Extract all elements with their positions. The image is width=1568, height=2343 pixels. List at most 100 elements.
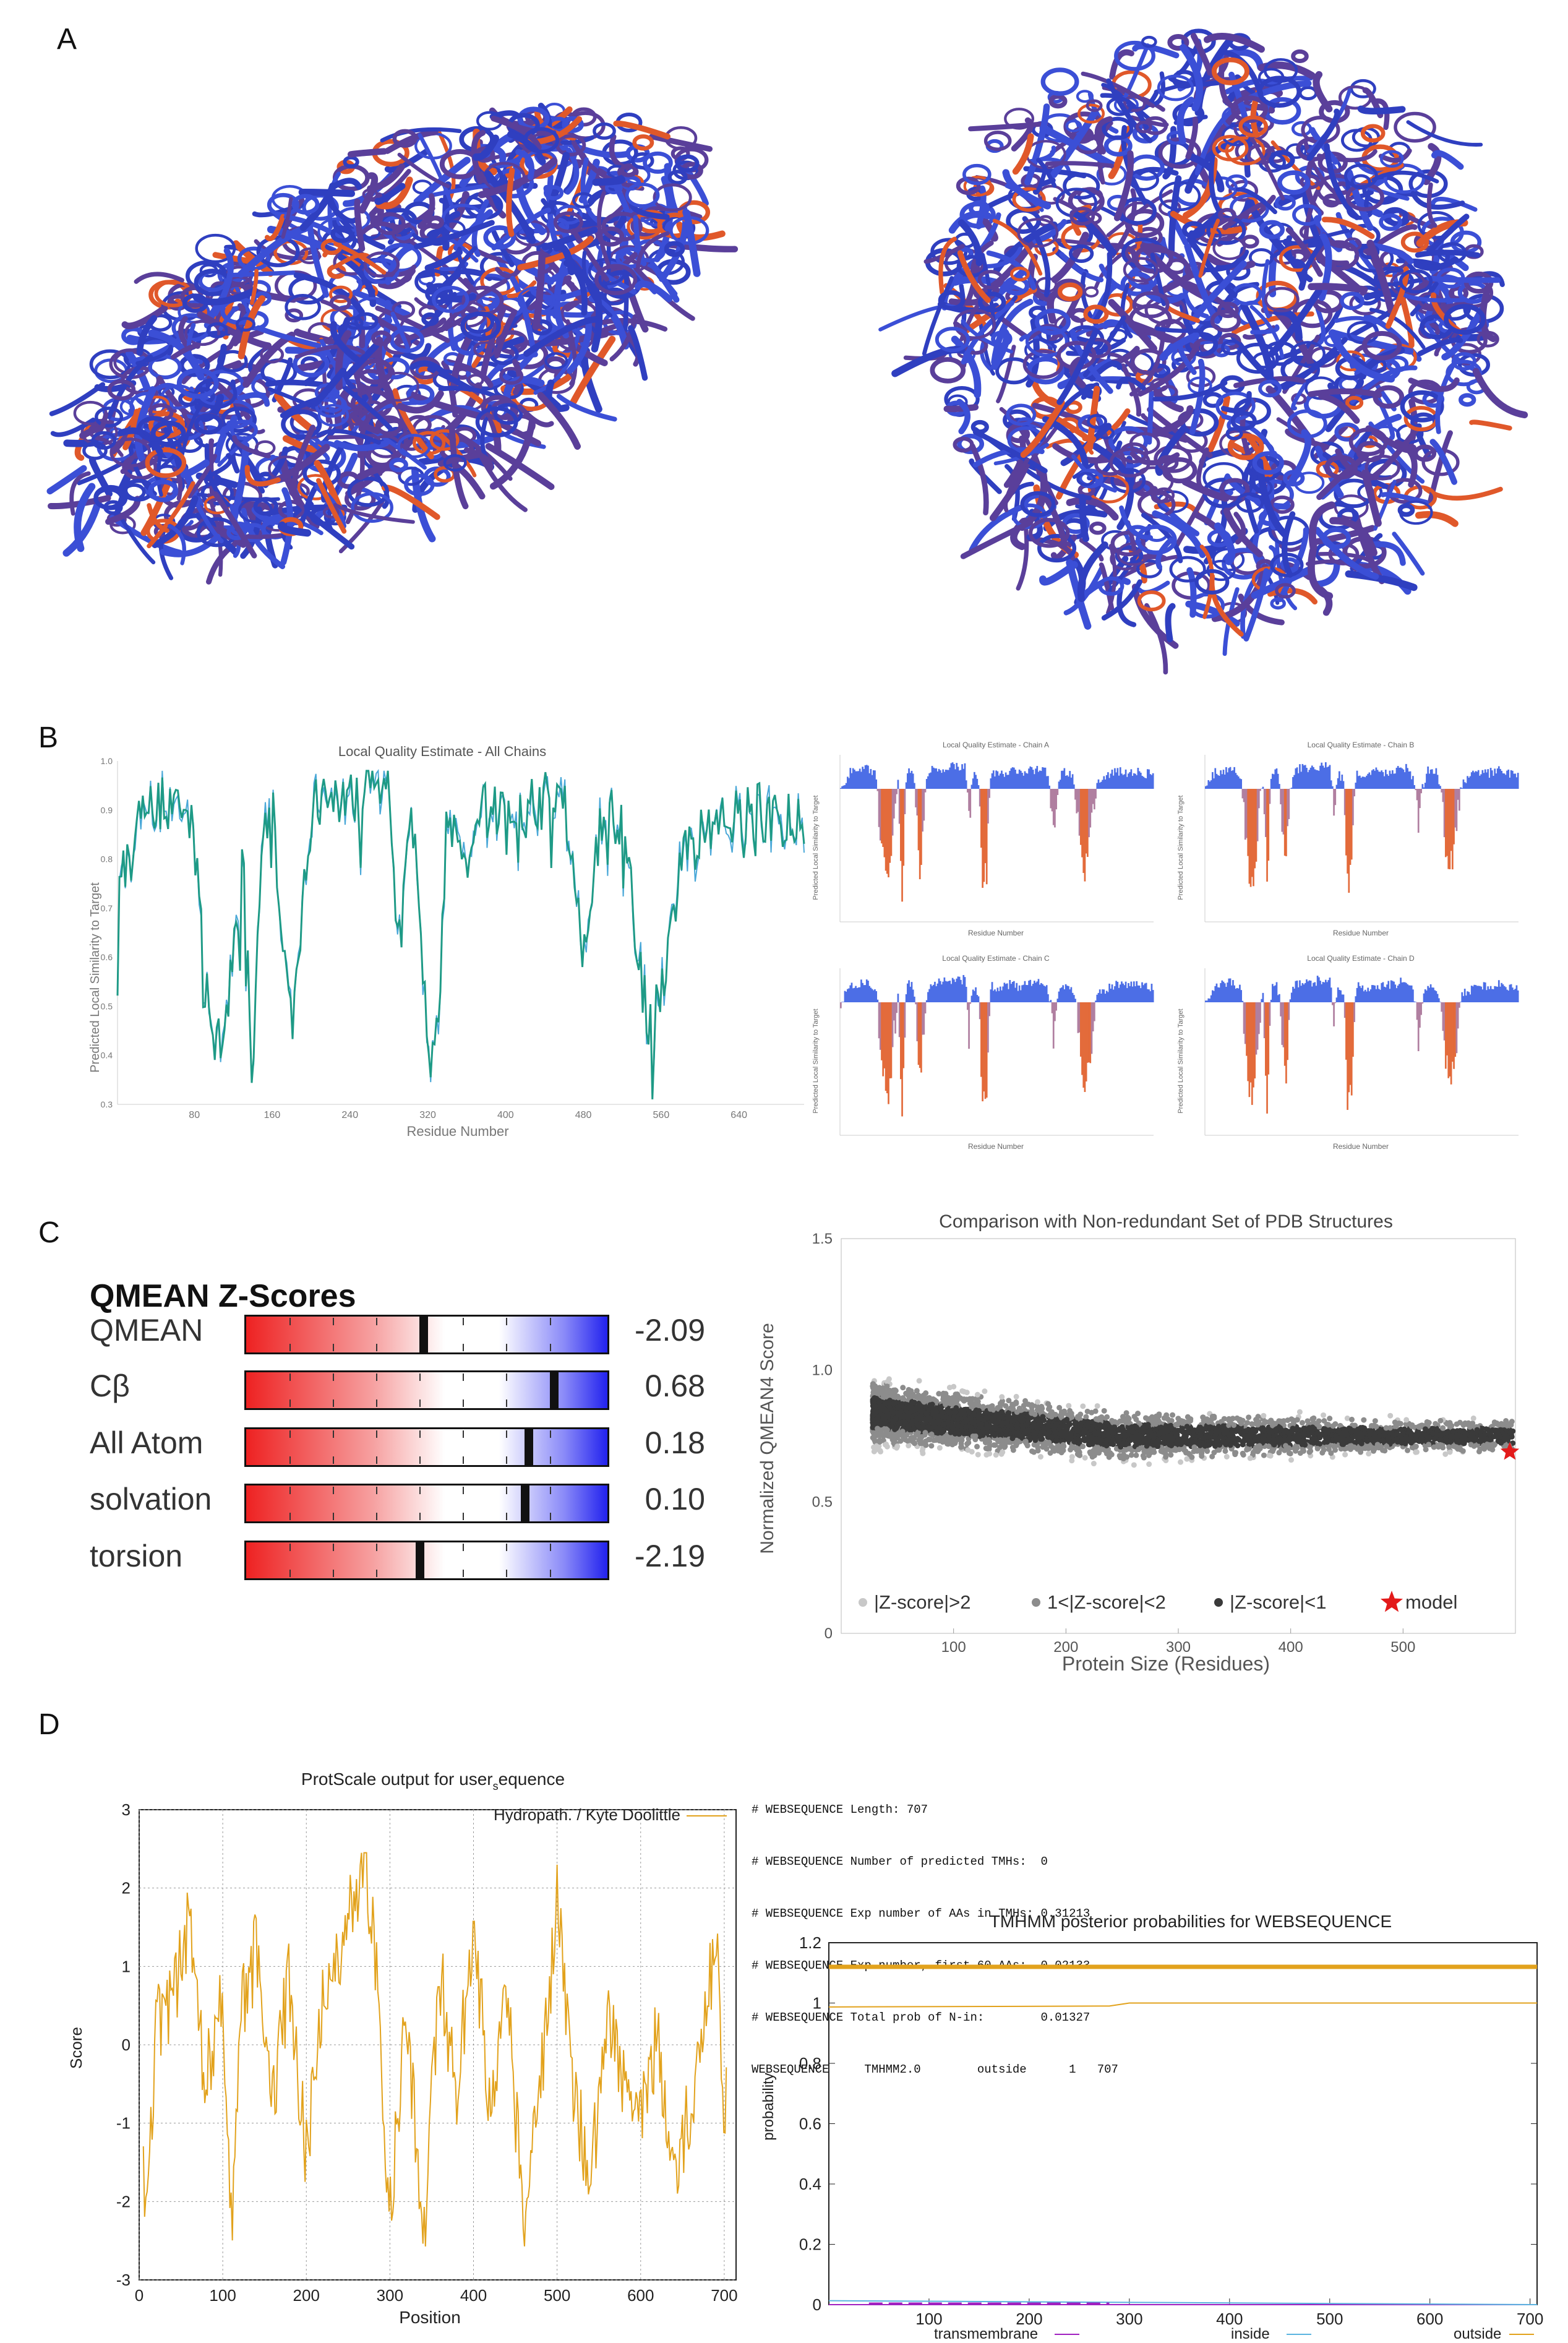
quality-bar [936, 771, 939, 789]
quality-bar [1491, 989, 1493, 1002]
quality-bar [888, 789, 889, 878]
quality-bar [934, 768, 936, 789]
qmean-title: QMEAN Z-Scores [90, 1278, 356, 1314]
quality-bar [1227, 982, 1228, 1002]
quality-bar [1259, 1002, 1261, 1023]
helix [351, 492, 393, 523]
quality-bar [1102, 989, 1103, 1002]
qmean-tick [419, 1374, 421, 1381]
quality-bar [1011, 767, 1014, 789]
quality-bar [942, 769, 945, 789]
quality-bar [1469, 776, 1472, 789]
quality-bar [1145, 778, 1147, 789]
quality-bar [1315, 986, 1317, 1002]
quality-bar [1447, 789, 1450, 869]
qmean-tick [463, 1456, 465, 1464]
quality-bar [1247, 1002, 1249, 1081]
quality-bar [920, 1002, 922, 1073]
quality-bar [890, 789, 893, 856]
quality-bar [1108, 983, 1110, 1002]
strand [1116, 376, 1146, 391]
quality-bar [941, 984, 943, 1002]
strand [244, 465, 281, 487]
chain-a-quality-plot: Local Quality Estimate - Chain AResidue … [812, 741, 1154, 937]
quality-bar [879, 789, 881, 841]
strand [951, 335, 982, 398]
y-axis-label: Predicted Local Similarity to Target [812, 1008, 820, 1113]
quality-bar [1241, 1000, 1244, 1002]
helix [329, 294, 351, 311]
quality-bar [1110, 773, 1112, 789]
helix [1017, 218, 1059, 248]
quality-bar [1296, 767, 1298, 789]
quality-bar [1360, 987, 1362, 1002]
quality-bar [995, 991, 997, 1002]
scatter-point [992, 1442, 998, 1448]
helix [1012, 503, 1047, 530]
quality-bar [1309, 767, 1312, 789]
quality-bar [1292, 776, 1294, 789]
helix [1274, 194, 1296, 211]
quality-bar [1034, 774, 1035, 789]
quality-bar [962, 974, 965, 1002]
quality-bar [896, 1002, 898, 1013]
strand [135, 345, 173, 366]
quality-bar [1068, 986, 1069, 1002]
quality-bar [1095, 789, 1097, 799]
quality-bar [1024, 981, 1026, 1002]
quality-bar [970, 785, 973, 789]
helix [517, 106, 550, 131]
helix [615, 247, 645, 269]
strand [418, 193, 435, 229]
scatter-point [1082, 1455, 1088, 1461]
helix [1169, 556, 1206, 583]
qmean-tick [506, 1487, 508, 1494]
quality-bar [1381, 770, 1383, 789]
quality-bar [910, 982, 913, 1002]
qmean-row-label: torsion [90, 1539, 183, 1573]
quality-bar [1084, 1002, 1086, 1092]
quality-bar [1459, 1002, 1460, 1008]
quality-bar [1270, 778, 1272, 789]
strand [74, 483, 96, 552]
ribbon-group [878, 28, 1528, 675]
quality-bar [1332, 1002, 1334, 1005]
quality-bar [1455, 789, 1458, 832]
helix [298, 247, 321, 264]
quality-bar [1408, 772, 1410, 789]
quality-bar [1374, 770, 1376, 789]
quality-bar [1094, 789, 1095, 810]
strand [159, 533, 221, 557]
quality-bar [1477, 986, 1480, 1002]
helix [285, 294, 321, 320]
strand [1469, 271, 1505, 287]
y-tick-label: 0.6 [101, 952, 113, 962]
quality-bar [1037, 772, 1040, 789]
quality-bar [1400, 978, 1402, 1002]
quality-bar [883, 789, 886, 858]
quality-bar [1329, 765, 1331, 789]
helix [364, 257, 400, 284]
strand [1366, 239, 1395, 317]
helix [1345, 395, 1364, 410]
helix [1130, 348, 1167, 375]
qmean-row-value: 0.10 [645, 1482, 705, 1516]
quality-bar [1319, 765, 1321, 789]
helix [664, 241, 685, 257]
strand [1113, 150, 1134, 221]
quality-bar [1355, 783, 1357, 789]
strand [1155, 326, 1200, 333]
quality-bar [1244, 1002, 1246, 1044]
strand [330, 320, 361, 364]
strand [1020, 399, 1065, 458]
quality-bar [1236, 775, 1238, 789]
strand [1371, 224, 1418, 249]
quality-bar [1103, 776, 1105, 789]
strand [1214, 522, 1236, 565]
quality-bar [1501, 982, 1503, 1002]
scatter-point [1223, 1454, 1230, 1460]
quality-bar [1026, 773, 1029, 789]
strand [186, 322, 203, 364]
quality-bar [1005, 772, 1007, 789]
strand [232, 240, 274, 277]
